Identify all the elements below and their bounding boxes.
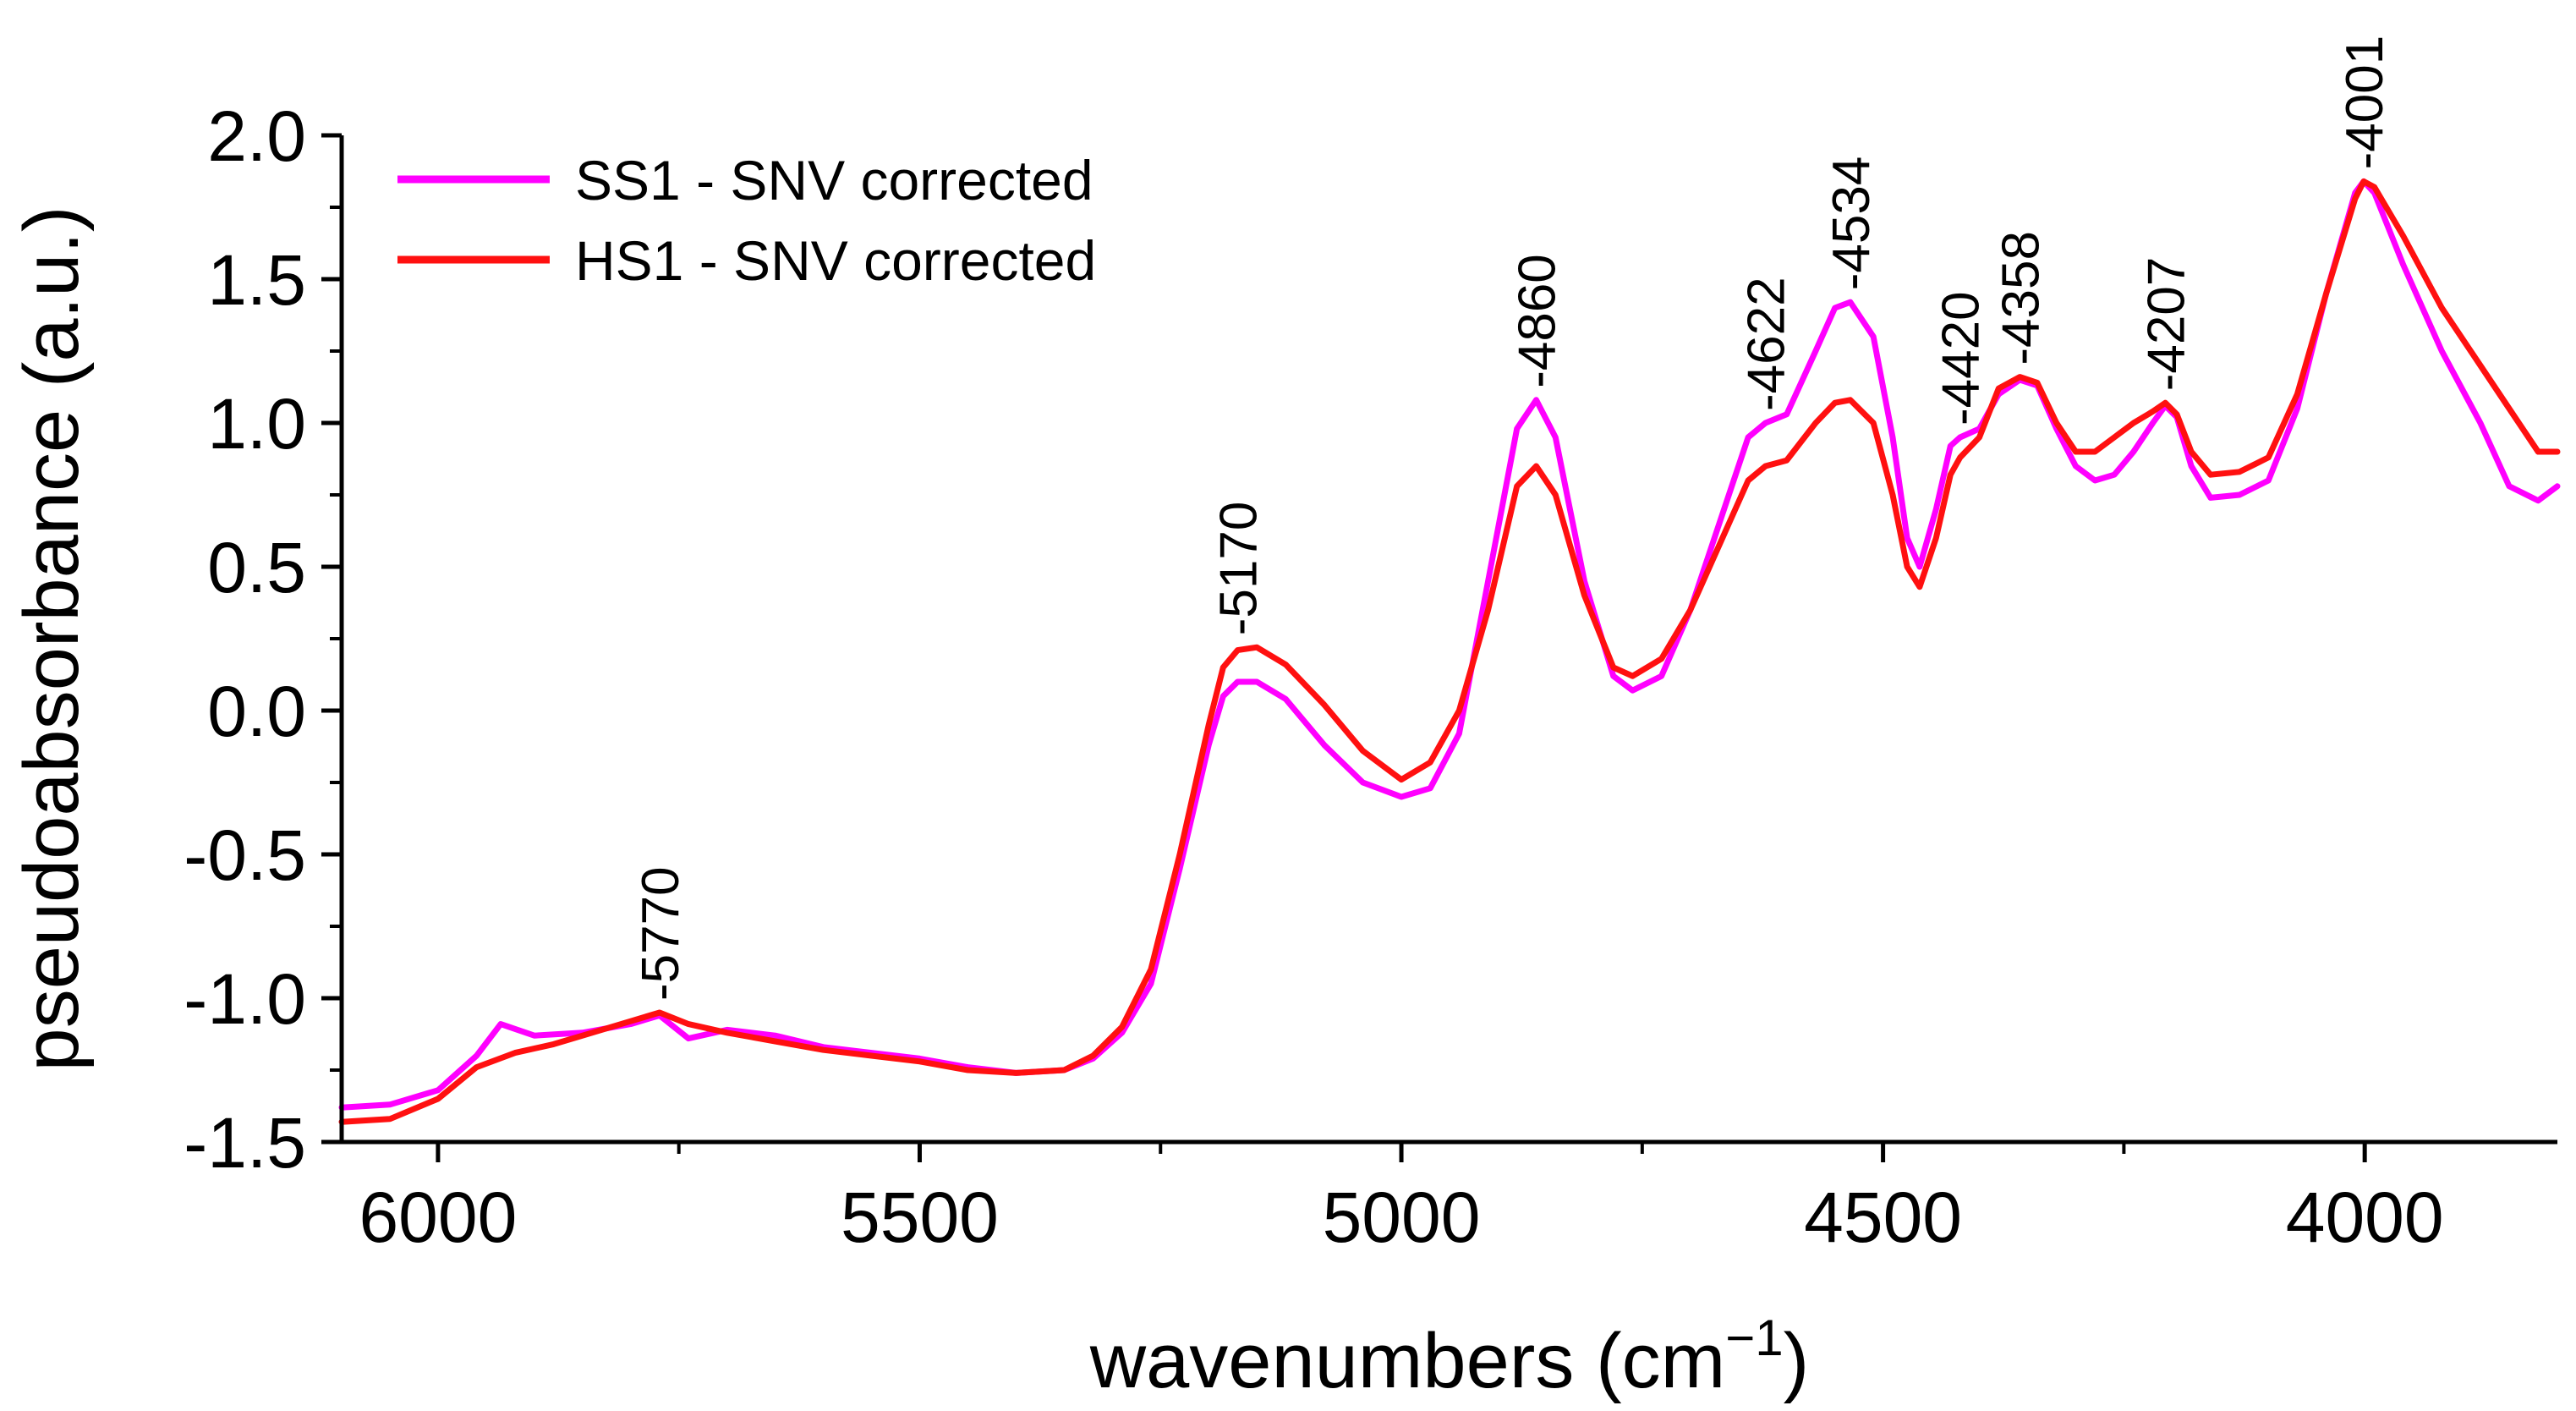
peak-label: -4860 <box>1509 254 1567 388</box>
y-tick-label: 0.0 <box>207 672 306 751</box>
peak-label: -4358 <box>1992 231 2050 365</box>
x-axis-title-close: ) <box>1784 1318 1810 1404</box>
y-tick-label: 1.5 <box>207 240 306 320</box>
peak-label: -5170 <box>1209 502 1268 636</box>
series-layer <box>338 178 2561 1125</box>
x-tick-label: 4500 <box>1804 1178 1962 1257</box>
annotation-layer: -5770 -5170 -4860 -4622 -4534 -4420 -4358 -4207… <box>632 36 2394 1001</box>
peak-label: -4207 <box>2137 257 2195 392</box>
y-tick-label: 2.0 <box>207 96 306 176</box>
x-tick-label: 5000 <box>1323 1178 1481 1257</box>
peak-label: -5770 <box>632 866 690 1001</box>
x-tick-label: 6000 <box>359 1178 517 1257</box>
peak-label: -4622 <box>1738 277 1796 411</box>
peak-label: -4420 <box>1932 291 1991 425</box>
x-tick-label: 4000 <box>2286 1178 2444 1257</box>
y-tick-label: -1.5 <box>184 1103 306 1183</box>
legend-label-hs1: HS1 - SNV corrected <box>575 229 1096 292</box>
x-axis-title-main: wavenumbers (cm <box>1089 1318 1726 1404</box>
y-tick-label: -0.5 <box>184 815 306 895</box>
peak-label: -4001 <box>2336 36 2394 170</box>
legend: SS1 - SNV corrected HS1 - SNV corrected <box>397 149 1096 292</box>
y-axis-title: pseudoabsorbance (a.u.) <box>8 206 95 1072</box>
y-tick-label: 1.0 <box>207 384 306 464</box>
ticks-layer: 6000 5500 5000 4500 4000 -1.5 -1.0 -0.5 0.0 0.5 1.… <box>184 96 2443 1257</box>
peak-label: -4534 <box>1822 156 1881 291</box>
y-tick-label: 0.5 <box>207 528 306 607</box>
x-axis-title: wavenumbers (cm−1) <box>1089 1309 1810 1404</box>
x-axis-title-superscript: −1 <box>1725 1309 1783 1366</box>
x-tick-label: 5500 <box>841 1178 999 1257</box>
series-line-hs1 <box>338 178 2561 1125</box>
legend-label-ss1: SS1 - SNV corrected <box>575 149 1093 211</box>
y-tick-label: -1.0 <box>184 959 306 1039</box>
